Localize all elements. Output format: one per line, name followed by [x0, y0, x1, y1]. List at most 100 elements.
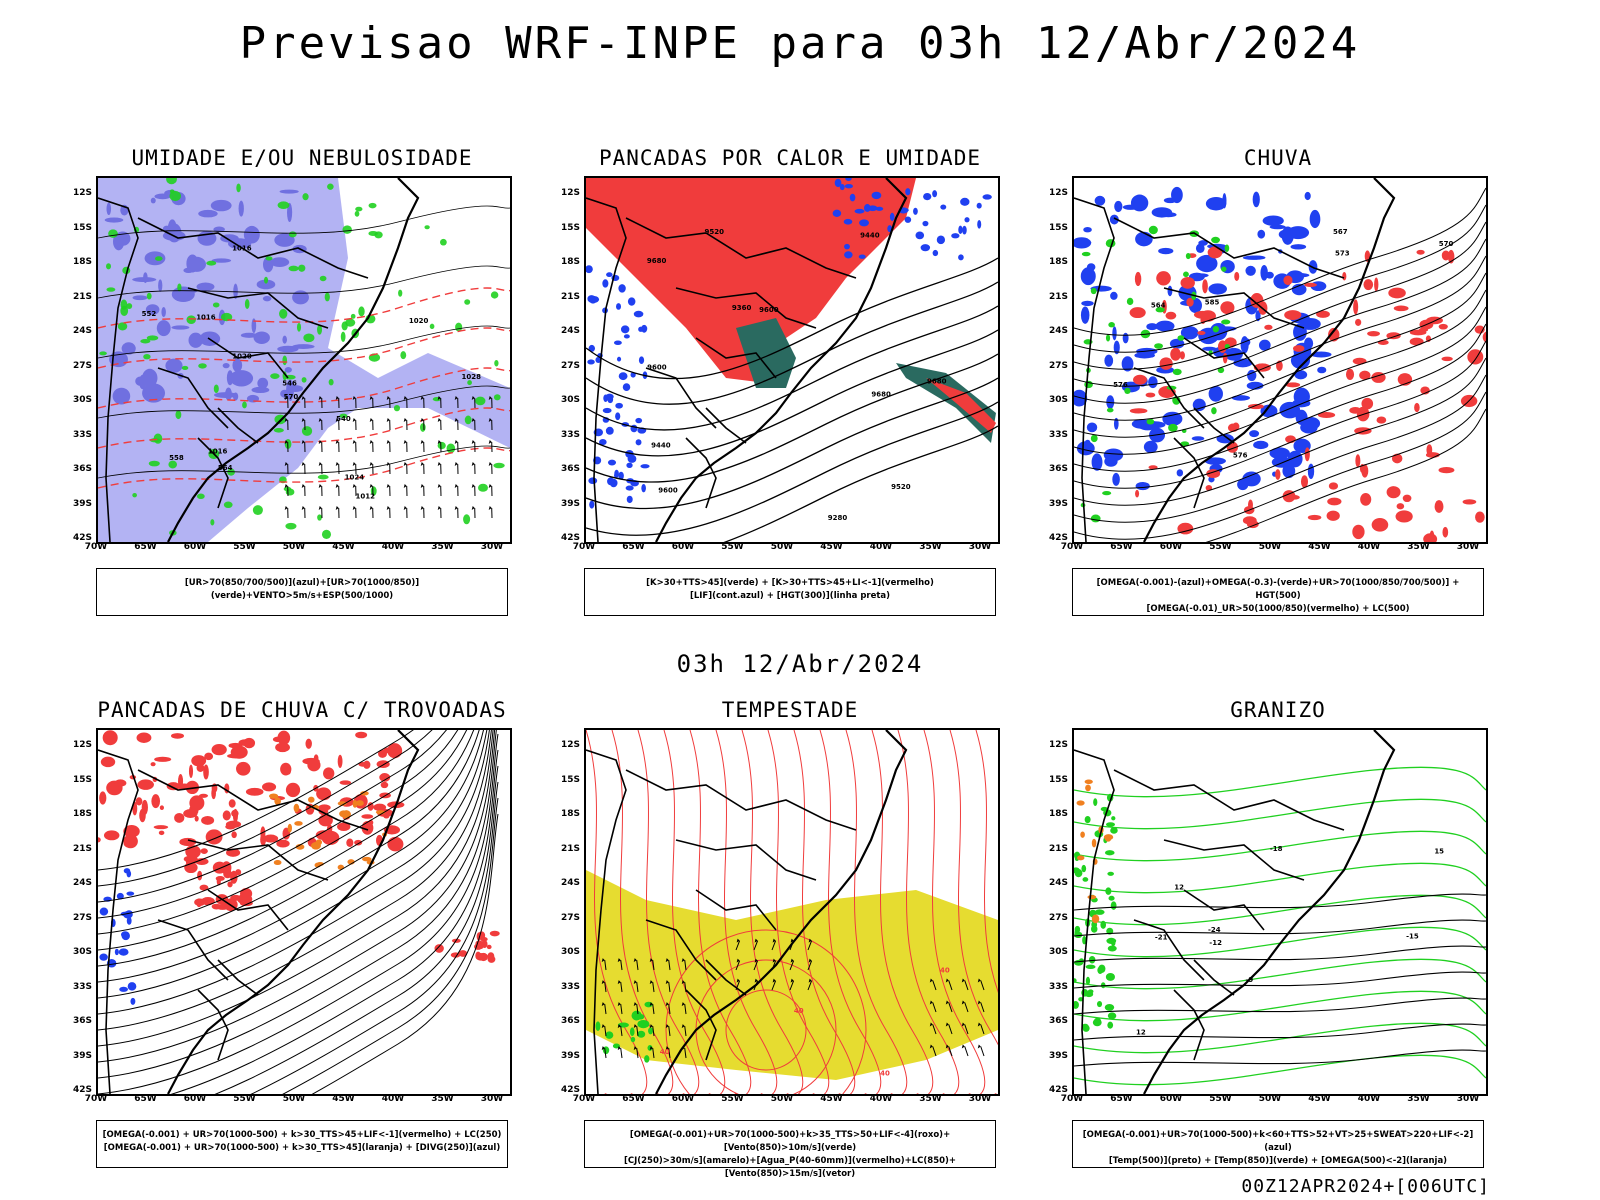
streamlines-250: [98, 730, 499, 1094]
lon-tick-label: 50W: [1258, 1094, 1282, 1104]
svg-text:15: 15: [1434, 847, 1444, 855]
lat-tick-label: 15S: [560, 222, 580, 233]
instability-red-area: [586, 178, 916, 383]
humidity-dense-blue: [104, 189, 315, 405]
lat-tick-label: 12S: [72, 740, 92, 750]
thunderstorm-orange-areas: [269, 791, 387, 870]
lat-tick-label: 33S: [72, 429, 92, 440]
lat-tick-label: 36S: [1048, 464, 1068, 474]
svg-text:-21: -21: [1155, 934, 1168, 942]
lat-tick-label: 33S: [1048, 429, 1068, 440]
page-title: Previsao WRF-INPE para 03h 12/Abr/2024: [239, 18, 1361, 69]
contour-labels: 1012 1016 1016 1016 1020 1024 1028 1020 570 564 55…: [142, 244, 481, 500]
svg-text:9600: 9600: [658, 487, 678, 495]
offshore-green-area: [896, 363, 996, 443]
coastline: [1074, 730, 1396, 1094]
lat-tick-label: 12S: [1048, 188, 1068, 198]
lat-tick-label: 27S: [560, 360, 580, 371]
lat-tick-label: 12S: [1048, 740, 1068, 750]
lon-tick-label: 40W: [1357, 1094, 1381, 1104]
lat-tick-label: 27S: [72, 360, 92, 371]
lat-tick-label: 33S: [560, 429, 580, 440]
offshore-red-area: [926, 378, 996, 433]
svg-text:585: 585: [1205, 298, 1220, 306]
run-time-label: 00Z12APR2024+[006UTC]: [1241, 1176, 1490, 1197]
lon-tick-label: 30W: [968, 1094, 992, 1104]
lat-tick-label: 36S: [72, 464, 92, 474]
lat-tick-label: 39S: [1048, 498, 1068, 509]
lat-tick-label: 30S: [72, 947, 92, 957]
lat-tick-label: 36S: [72, 1016, 92, 1026]
lat-tick-label: 30S: [1048, 947, 1068, 957]
lon-tick-label: 35W: [919, 542, 942, 552]
svg-text:40: 40: [940, 967, 950, 975]
lon-tick-label: 65W: [1110, 542, 1133, 552]
lat-tick-label: 39S: [72, 1050, 92, 1061]
svg-text:-18: -18: [1270, 845, 1283, 853]
lon-tick-label: 70W: [572, 542, 596, 552]
coastline: [586, 730, 908, 1094]
lon-tick-label: 40W: [869, 542, 893, 552]
lat-tick-label: 18S: [1048, 809, 1068, 819]
svg-text:558: 558: [169, 454, 184, 462]
legend-line: [OMEGA(-0.001) + UR>70(1000-500) + k>30_…: [102, 1130, 502, 1140]
lon-tick-label: 50W: [282, 542, 306, 552]
contour-labels: -9 -12 -15 -18 -21 -24 12 12 15: [1136, 845, 1444, 1036]
hgt500-lines: [1074, 187, 1486, 542]
wind-vectors: [284, 396, 493, 519]
svg-text:1020: 1020: [409, 317, 429, 325]
lon-tick-label: 45W: [1308, 542, 1331, 552]
svg-text:9440: 9440: [860, 231, 880, 239]
wind-vectors-west: [601, 958, 687, 1059]
lat-tick-label: 33S: [1048, 981, 1068, 992]
lon-tick-label: 70W: [572, 1094, 596, 1104]
lon-tick-label: 45W: [332, 1094, 355, 1104]
panel-title-umidade: UMIDADE E/OU NEBULOSIDADE: [131, 146, 473, 170]
legend-line: [OMEGA(-0.001)-(azul)+OMEGA(-0.3)-(verde…: [1096, 578, 1460, 601]
lat-tick-label: 36S: [560, 464, 580, 474]
thickness-lines: [98, 287, 510, 489]
svg-text:-9: -9: [1245, 976, 1253, 984]
forecast-date-label: 03h 12/Abr/2024: [676, 650, 924, 678]
lon-tick-label: 60W: [183, 1094, 207, 1104]
svg-text:40: 40: [880, 1069, 890, 1077]
temp850-green: [1074, 766, 1486, 1086]
map-pancadas-calor: 9680 9680 9600 9520 9600 9520 9440 9440 9360 9280…: [584, 176, 1000, 544]
lat-tick-label: 12S: [560, 740, 580, 750]
lat-tick-label: 27S: [560, 912, 580, 923]
lat-tick-label: 42S: [1048, 1085, 1068, 1095]
lat-tick-label: 24S: [72, 878, 92, 888]
lat-tick-label: 18S: [560, 257, 580, 267]
map-chuva: 585 576 576 573 567 570 564: [1072, 176, 1488, 544]
legend-line: [CJ(250)>30m/s](amarelo)+[Agua_P(40-60mm…: [623, 1156, 957, 1179]
lat-tick-label: 39S: [1048, 1050, 1068, 1061]
lon-tick-label: 40W: [381, 542, 405, 552]
lat-tick-label: 42S: [72, 533, 92, 543]
hgt300-lines: [586, 257, 998, 542]
contour-labels: 40 40 40 40: [660, 967, 950, 1078]
coastline: [98, 178, 420, 542]
legend-line: [K>30+TTS>45](verde) + [K>30+TTS>45+LI<-…: [646, 578, 934, 588]
thunderstorm-red-inland: [183, 845, 253, 912]
contour-labels: 585 576 576 573 567 570 564: [1113, 228, 1453, 460]
svg-text:567: 567: [1333, 228, 1348, 236]
map-granizo: -9 -12 -15 -18 -21 -24 12 12 15: [1072, 728, 1488, 1096]
svg-text:9680: 9680: [871, 391, 891, 399]
temp500-black: [1074, 893, 1486, 1067]
svg-text:1012: 1012: [355, 492, 375, 500]
lat-tick-label: 42S: [72, 1085, 92, 1095]
lon-tick-label: 55W: [1209, 1094, 1232, 1104]
legend-umidade: [UR>70(850/700/500)](azul)+[UR>70(1000/8…: [96, 568, 508, 616]
lat-tick-label: 18S: [1048, 257, 1068, 267]
svg-text:564: 564: [1151, 301, 1166, 309]
lon-tick-label: 40W: [1357, 542, 1381, 552]
lat-tick-label: 24S: [560, 326, 580, 336]
legend-line: [OMEGA(-0.001) + UR>70(1000-500) + k>30_…: [103, 1143, 501, 1153]
lon-tick-label: 55W: [233, 542, 256, 552]
lat-tick-label: 24S: [560, 878, 580, 888]
lat-tick-label: 39S: [560, 498, 580, 509]
coastline: [586, 178, 908, 542]
lat-tick-label: 42S: [1048, 533, 1068, 543]
svg-text:1028: 1028: [461, 373, 481, 381]
legend-granizo: [OMEGA(-0.001)+UR>70(1000-500)+k<60+TTS>…: [1072, 1120, 1484, 1168]
